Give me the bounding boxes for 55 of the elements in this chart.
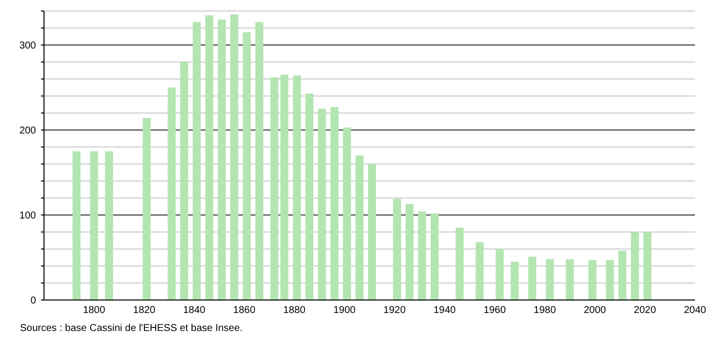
x-tick-label: 1980	[534, 305, 556, 316]
bar	[192, 22, 201, 300]
bar	[218, 20, 226, 300]
bar	[205, 15, 214, 300]
y-tick-label: 0	[30, 296, 36, 306]
bar	[406, 204, 414, 300]
x-tick-label: 1900	[333, 305, 356, 316]
bar	[180, 62, 188, 300]
x-tick-label: 1940	[433, 305, 456, 316]
bar	[393, 198, 402, 300]
x-tick-label: 2040	[684, 305, 707, 316]
bar	[496, 249, 504, 300]
x-tick-label: 1860	[233, 305, 256, 316]
bar	[305, 93, 314, 300]
x-tick-label: 1920	[383, 305, 406, 316]
bar	[588, 260, 596, 300]
bar	[142, 118, 151, 300]
bar	[476, 242, 484, 300]
bar	[510, 262, 519, 300]
y-tick-label: 200	[19, 126, 36, 136]
x-tick-label: 2020	[634, 305, 656, 316]
bar	[280, 74, 288, 300]
x-tick-label: 1800	[82, 305, 106, 316]
bar	[330, 107, 338, 300]
bar	[418, 212, 426, 300]
bar	[456, 228, 464, 300]
bar	[90, 151, 98, 300]
bar	[606, 260, 614, 300]
bar	[630, 232, 639, 300]
y-tick-label: 100	[19, 210, 36, 222]
y-tick-label: 300	[19, 40, 36, 52]
bar	[230, 14, 238, 300]
bar	[318, 108, 326, 300]
bar	[528, 256, 536, 300]
bar	[566, 259, 574, 300]
bar	[242, 32, 251, 300]
x-tick-label: 1960	[484, 305, 506, 316]
bar	[292, 76, 301, 300]
bar	[430, 213, 439, 300]
bar	[270, 77, 278, 300]
bar	[342, 127, 351, 300]
bar	[546, 259, 554, 300]
x-tick-label: 2000	[584, 305, 606, 316]
bar	[255, 22, 264, 300]
bar	[368, 164, 376, 300]
bar	[105, 151, 114, 300]
bar	[355, 156, 364, 300]
bar	[643, 232, 652, 300]
x-tick-label: 1840	[183, 305, 206, 316]
source-note: Sources : base Cassini de l'EHESS et base Insee.	[20, 323, 243, 334]
bar	[168, 88, 176, 300]
bar	[72, 151, 81, 300]
x-tick-label: 1880	[283, 305, 306, 316]
bar	[618, 250, 626, 300]
x-tick-label: 1820	[133, 305, 156, 316]
